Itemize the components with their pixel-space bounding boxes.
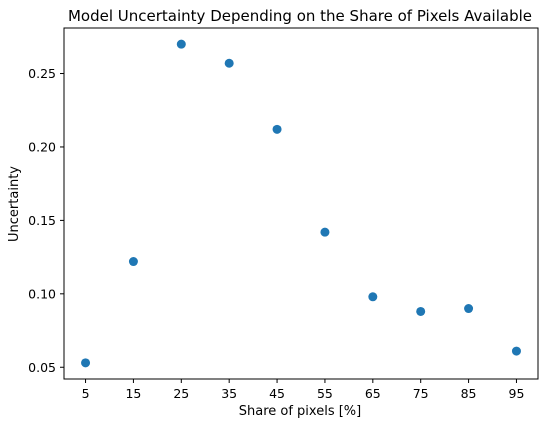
x-tick-label: 75 <box>413 386 429 401</box>
x-tick-label: 65 <box>365 386 381 401</box>
y-axis-ticks: 0.05 0.10 0.15 0.20 0.25 <box>28 66 64 375</box>
y-axis-label: Uncertainty <box>7 166 22 242</box>
data-point <box>320 227 330 237</box>
plot-frame <box>63 27 539 380</box>
x-tick-label: 5 <box>82 386 90 401</box>
data-point <box>464 304 474 314</box>
x-tick-label: 45 <box>269 386 285 401</box>
data-point <box>128 257 138 267</box>
x-tick-label: 25 <box>173 386 189 401</box>
y-tick-label: 0.20 <box>28 139 56 154</box>
y-tick-label: 0.10 <box>28 286 56 301</box>
data-points <box>81 39 521 368</box>
y-tick-label: 0.15 <box>28 213 56 228</box>
data-point <box>272 124 282 134</box>
x-axis-label: Share of pixels [%] <box>239 404 361 419</box>
data-point <box>416 306 426 316</box>
data-point <box>368 292 378 302</box>
plot-area: 5 15 25 35 45 55 65 75 85 95 0.05 0.10 0.15 0.20 0.25 <box>28 27 539 401</box>
x-tick-label: 95 <box>509 386 525 401</box>
x-axis-ticks: 5 15 25 35 45 55 65 75 85 95 <box>82 379 525 401</box>
x-tick-label: 15 <box>125 386 141 401</box>
y-tick-label: 0.25 <box>28 66 56 81</box>
data-point <box>176 39 186 49</box>
data-point <box>224 58 234 68</box>
x-tick-label: 55 <box>317 386 333 401</box>
data-point <box>511 346 521 356</box>
chart-title: Model Uncertainty Depending on the Share… <box>68 7 532 25</box>
x-tick-label: 35 <box>221 386 237 401</box>
data-point <box>81 358 91 368</box>
x-tick-label: 85 <box>461 386 477 401</box>
y-tick-label: 0.05 <box>28 360 56 375</box>
